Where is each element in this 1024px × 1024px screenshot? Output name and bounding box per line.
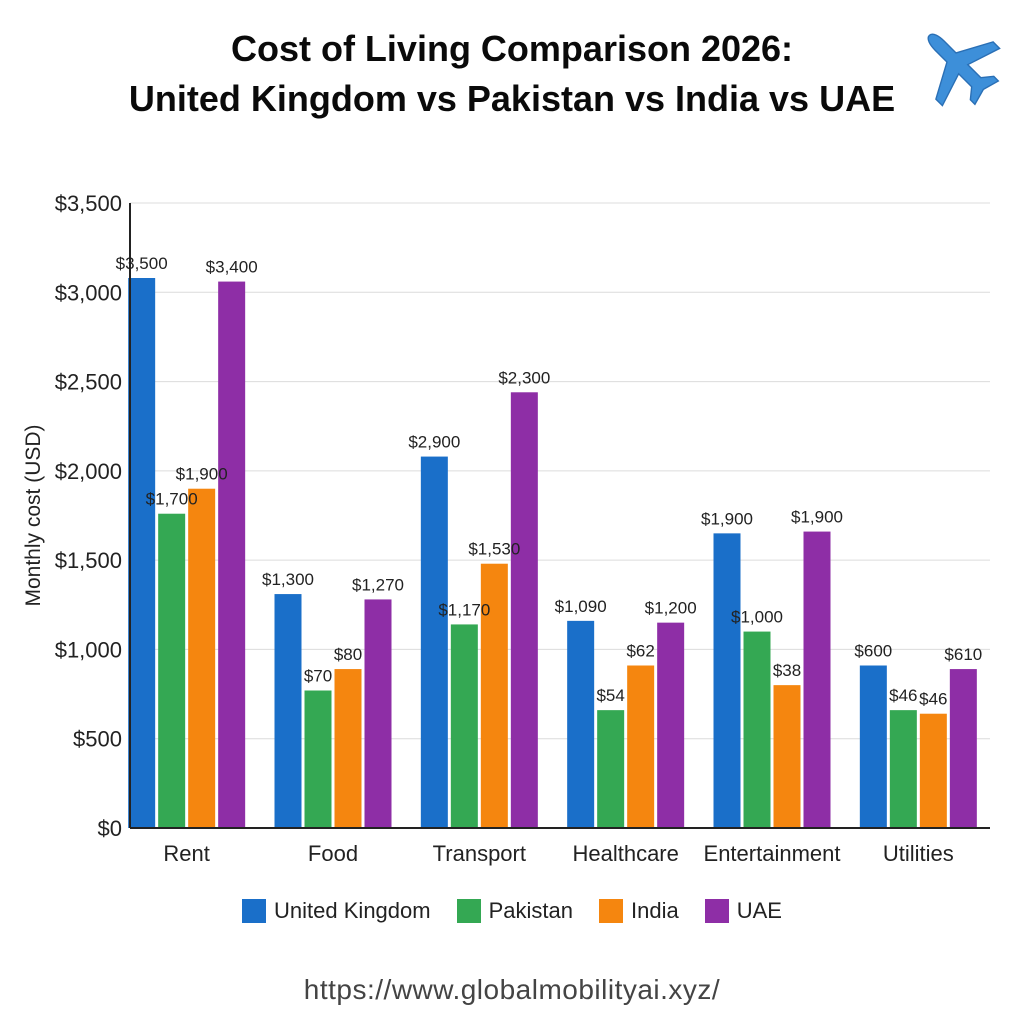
y-tick-label: $1,000 — [55, 637, 122, 662]
legend-label: India — [630, 898, 679, 923]
legend: United Kingdom Pakistan India UAE — [0, 898, 1024, 924]
source-url[interactable]: https://www.globalmobilityai.xyz/ — [303, 974, 721, 1005]
bar — [450, 624, 478, 828]
legend-label: Pakistan — [488, 898, 573, 923]
bar — [274, 594, 302, 828]
bar — [218, 281, 246, 829]
bar — [567, 620, 595, 828]
x-tick-label: Food — [308, 841, 358, 866]
bar-value-label: $1,300 — [262, 570, 314, 589]
legend-swatch — [242, 899, 267, 923]
bar-chart: $0$500$1,000$1,500$2,000$2,500$3,000$3,5… — [22, 191, 990, 866]
bar — [627, 665, 655, 828]
bar-value-label: $54 — [596, 686, 624, 705]
y-tick-label: $2,500 — [55, 370, 122, 395]
bar-value-label: $3,500 — [116, 254, 168, 273]
bar-value-label: $1,530 — [468, 540, 520, 559]
x-tick-label: Utilities — [883, 841, 954, 866]
y-tick-label: $2,000 — [55, 459, 122, 484]
bar-value-label: $1,170 — [438, 600, 490, 619]
y-axis-label: Monthly cost (USD) — [22, 424, 45, 606]
bar-value-label: $38 — [773, 661, 801, 680]
legend-label: United Kingdom — [274, 898, 431, 923]
legend-label: UAE — [736, 898, 782, 923]
legend-item: Pakistan — [456, 898, 573, 924]
legend-item: United Kingdom — [242, 898, 431, 924]
grid-lines — [130, 202, 990, 740]
x-tick-label: Healthcare — [572, 841, 678, 866]
bar-value-label: $80 — [334, 645, 362, 664]
legend-swatch — [704, 899, 729, 923]
bar — [334, 669, 362, 828]
bar — [713, 533, 741, 828]
chart-title-line1: Cost of Living Comparison 2026: — [230, 28, 794, 69]
bar — [158, 513, 186, 828]
bar-value-label: $46 — [919, 690, 947, 709]
bar-value-label: $1,090 — [555, 597, 607, 616]
bar — [420, 456, 448, 828]
bar-value-label: $3,400 — [206, 258, 258, 277]
legend-item: UAE — [704, 898, 782, 924]
bar-value-label: $2,900 — [408, 433, 460, 452]
bar — [889, 710, 917, 828]
bar — [480, 563, 508, 828]
bar-value-label: $62 — [626, 642, 654, 661]
bar-value-label: $2,300 — [498, 368, 550, 387]
airplane-icon — [927, 33, 1001, 107]
data-labels: $3,500 $1,700 $1,900 $3,400 $1,300 $70$80 $1,2… — [116, 254, 983, 709]
bar-value-label: $70 — [304, 667, 332, 686]
bar — [949, 669, 977, 828]
legend-item: India — [598, 898, 679, 924]
legend-swatch — [598, 899, 623, 923]
bar-value-label: $1,700 — [146, 490, 198, 509]
bar — [657, 622, 685, 828]
bar — [364, 599, 392, 828]
y-tick-label: $0 — [98, 816, 122, 841]
bar — [743, 631, 771, 828]
bar-value-label: $600 — [854, 642, 892, 661]
bar-value-label: $1,000 — [731, 608, 783, 627]
bar-value-label: $1,900 — [701, 509, 753, 528]
bar-value-label: $1,200 — [645, 599, 697, 618]
bar — [188, 488, 216, 828]
x-tick-label: Transport — [433, 841, 526, 866]
y-tick-label: $3,500 — [55, 191, 122, 216]
y-tick-label: $3,000 — [55, 280, 122, 305]
bar-value-label: $1,900 — [791, 508, 843, 527]
bar — [859, 665, 887, 828]
x-tick-label: Rent — [163, 841, 209, 866]
y-tick-label: $500 — [73, 727, 122, 752]
bar — [773, 685, 801, 828]
bar — [597, 710, 625, 828]
bar-value-label: $1,900 — [176, 465, 228, 484]
bar-series — [128, 278, 977, 829]
bar — [304, 690, 332, 828]
y-axis-ticks: $0 $500 $1,000 $1,500 $2,000 $2,500 $3,000 $3,5… — [55, 191, 122, 841]
bar — [128, 278, 156, 828]
bar-value-label: $46 — [889, 686, 917, 705]
bar — [510, 392, 538, 828]
chart-title-line2: United Kingdom vs Pakistan vs India vs U… — [128, 78, 896, 119]
x-axis-ticks: Rent Food Transport Healthcare Entertainment… — [163, 841, 953, 866]
bar — [803, 531, 831, 828]
bar-value-label: $1,270 — [352, 575, 404, 594]
x-tick-label: Entertainment — [704, 841, 841, 866]
legend-swatch — [456, 899, 481, 923]
bar-value-label: $610 — [944, 645, 982, 664]
y-tick-label: $1,500 — [55, 548, 122, 573]
bar — [919, 713, 947, 828]
